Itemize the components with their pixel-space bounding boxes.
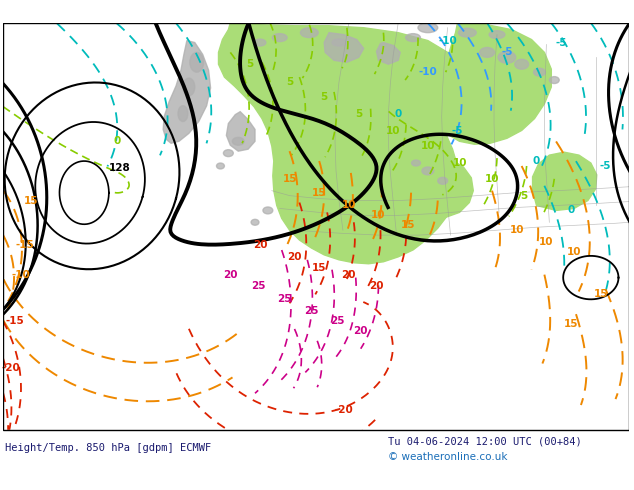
Text: 10: 10 xyxy=(420,141,435,151)
Ellipse shape xyxy=(489,31,505,39)
Ellipse shape xyxy=(251,220,259,225)
Ellipse shape xyxy=(498,51,516,63)
Text: 5: 5 xyxy=(321,92,328,102)
Text: 15: 15 xyxy=(401,220,415,230)
Text: 0: 0 xyxy=(567,205,574,216)
Text: -15: -15 xyxy=(15,240,34,250)
Text: -10: -10 xyxy=(418,67,437,77)
Text: 10: 10 xyxy=(372,210,385,221)
Polygon shape xyxy=(163,41,210,143)
Text: 10: 10 xyxy=(510,225,524,235)
Text: 25: 25 xyxy=(250,281,265,292)
Text: -10: -10 xyxy=(438,36,457,46)
Text: -20: -20 xyxy=(335,405,353,415)
Text: 20: 20 xyxy=(253,240,267,250)
Text: 15: 15 xyxy=(312,263,327,273)
Text: 10: 10 xyxy=(485,174,500,184)
Polygon shape xyxy=(324,33,364,62)
Text: 5: 5 xyxy=(286,77,293,87)
Ellipse shape xyxy=(223,149,233,157)
Polygon shape xyxy=(533,152,597,210)
Ellipse shape xyxy=(480,48,495,57)
Text: -20: -20 xyxy=(2,364,20,373)
Text: 20: 20 xyxy=(287,252,302,262)
Text: 5: 5 xyxy=(520,191,527,200)
Text: 15: 15 xyxy=(593,290,608,299)
Ellipse shape xyxy=(515,59,529,69)
Text: -5: -5 xyxy=(452,126,463,136)
Polygon shape xyxy=(219,23,460,264)
Text: 0: 0 xyxy=(533,156,540,166)
Text: 20: 20 xyxy=(369,281,384,292)
Ellipse shape xyxy=(301,28,318,38)
Text: -5: -5 xyxy=(600,161,611,171)
Ellipse shape xyxy=(458,28,476,37)
Text: 10: 10 xyxy=(539,237,553,247)
Text: 5: 5 xyxy=(247,59,254,69)
Text: 15: 15 xyxy=(23,196,38,206)
Ellipse shape xyxy=(534,68,545,76)
Ellipse shape xyxy=(216,163,224,169)
Text: 25: 25 xyxy=(304,306,318,316)
Text: 15: 15 xyxy=(564,319,578,329)
Text: © weatheronline.co.uk: © weatheronline.co.uk xyxy=(389,452,508,463)
Text: 20: 20 xyxy=(223,270,238,280)
Ellipse shape xyxy=(411,160,420,166)
Text: 20: 20 xyxy=(342,270,356,280)
Ellipse shape xyxy=(263,207,273,214)
Text: 15: 15 xyxy=(282,174,297,184)
Ellipse shape xyxy=(183,78,195,96)
Ellipse shape xyxy=(178,106,188,122)
Ellipse shape xyxy=(190,52,204,72)
Text: 20: 20 xyxy=(354,326,368,336)
Ellipse shape xyxy=(549,76,559,83)
Text: -15: -15 xyxy=(6,316,24,326)
Text: 15: 15 xyxy=(312,188,327,197)
Polygon shape xyxy=(384,155,474,219)
Ellipse shape xyxy=(254,39,266,46)
Text: 10: 10 xyxy=(567,247,581,257)
Ellipse shape xyxy=(232,137,244,145)
Text: 128: 128 xyxy=(109,163,131,173)
Polygon shape xyxy=(377,43,400,64)
Text: -5: -5 xyxy=(501,48,513,57)
Text: Tu 04-06-2024 12:00 UTC (00+84): Tu 04-06-2024 12:00 UTC (00+84) xyxy=(389,437,582,446)
Polygon shape xyxy=(433,23,552,144)
Text: 0: 0 xyxy=(113,136,120,147)
Text: 10: 10 xyxy=(342,200,356,211)
Ellipse shape xyxy=(418,23,437,33)
Ellipse shape xyxy=(437,177,448,184)
Text: Height/Temp. 850 hPa [gdpm] ECMWF: Height/Temp. 850 hPa [gdpm] ECMWF xyxy=(5,443,211,453)
Text: 25: 25 xyxy=(278,294,292,304)
Text: 0: 0 xyxy=(394,109,402,119)
Text: 25: 25 xyxy=(330,316,344,326)
Text: 5: 5 xyxy=(355,109,363,119)
Text: -5: -5 xyxy=(555,38,567,48)
Bar xyxy=(3,430,630,467)
Ellipse shape xyxy=(406,34,420,42)
Text: 10: 10 xyxy=(453,158,468,168)
Polygon shape xyxy=(226,112,255,151)
Ellipse shape xyxy=(273,34,287,42)
Text: 10: 10 xyxy=(386,126,401,136)
Text: -10: -10 xyxy=(11,270,30,280)
Ellipse shape xyxy=(422,167,434,175)
Ellipse shape xyxy=(332,39,346,46)
